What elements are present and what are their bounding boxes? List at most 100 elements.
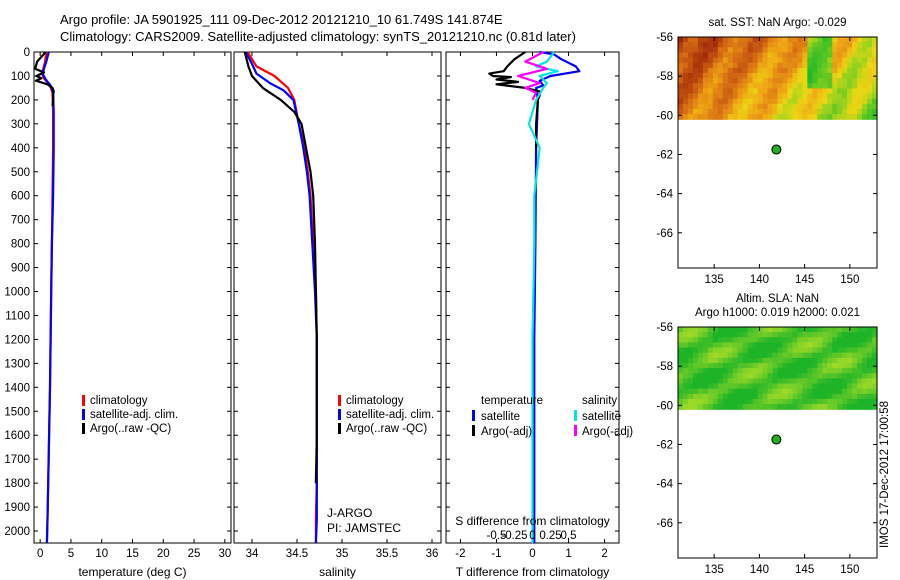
map-cell: [802, 52, 808, 59]
map-cell: [727, 393, 734, 400]
map-cell: [772, 114, 779, 120]
map-cell: [678, 373, 684, 379]
map-cell: [797, 383, 803, 390]
map-cell: [837, 398, 843, 405]
map-cell: [752, 67, 759, 74]
map-cell: [852, 373, 858, 379]
map-cell: [707, 83, 714, 89]
map-cell: [687, 83, 694, 89]
map-cell: [707, 352, 714, 359]
map-cell: [702, 93, 709, 100]
map-cell: [807, 57, 813, 64]
map-cell: [852, 78, 858, 84]
map-cell: [742, 93, 749, 100]
map-cell: [697, 88, 704, 95]
map-cell: [847, 108, 853, 115]
map-cell: [762, 83, 769, 89]
map-cell: [772, 47, 779, 54]
map-cell: [722, 357, 729, 364]
map-cell: [817, 98, 823, 105]
map-cell: [867, 373, 873, 379]
map-cell: [827, 103, 833, 110]
map-cell: [782, 78, 789, 84]
map-cell: [717, 72, 724, 79]
map-cell: [727, 404, 734, 410]
map-cell: [787, 57, 794, 64]
map-cell: [817, 103, 823, 110]
map-cell: [772, 373, 779, 379]
map-cell: [797, 52, 803, 59]
map-title: sat. SST: NaN Argo: -0.029: [708, 17, 846, 29]
map-cell: [702, 67, 709, 74]
map-cell: [822, 47, 828, 54]
map-cell: [867, 114, 873, 120]
map-cell: [702, 362, 709, 369]
map-cell: [822, 327, 828, 333]
map-cell: [692, 78, 699, 84]
series-line-4: [516, 51, 549, 101]
map-cell: [767, 108, 774, 115]
map-cell: [827, 78, 833, 84]
map-cell: [852, 388, 858, 395]
map-cell: [857, 383, 863, 390]
map-cell: [722, 88, 729, 95]
map-cell: [707, 62, 714, 69]
x-tick-label: 150: [840, 564, 859, 576]
map-cell: [737, 67, 744, 74]
map-cell: [837, 383, 843, 390]
map-cell: [692, 98, 699, 105]
map-cell: [787, 383, 794, 390]
map-cell: [867, 37, 873, 43]
map-cell: [812, 57, 818, 64]
map-cell: [747, 88, 754, 95]
map-cell: [682, 67, 689, 74]
map-cell: [762, 327, 769, 333]
map-cell: [692, 67, 699, 74]
map-cell: [867, 88, 873, 95]
legend-swatch: [82, 395, 85, 406]
legend-label: Argo(..raw -QC): [346, 423, 427, 435]
map-cell: [722, 368, 729, 374]
map-cell: [682, 393, 689, 400]
map-cell: [832, 393, 838, 400]
map-cell: [782, 114, 789, 120]
map-cell: [712, 72, 719, 79]
x-tick-label: 150: [840, 274, 859, 286]
map-cell: [742, 62, 749, 69]
map-cell: [842, 98, 848, 105]
map-cell: [782, 388, 789, 395]
map-cell: [802, 368, 808, 374]
map-cell: [807, 103, 813, 110]
map-cell: [872, 393, 878, 400]
map-cell: [872, 83, 878, 89]
map-cell: [792, 67, 798, 74]
x-tick-label: 145: [795, 274, 814, 286]
map-cell: [782, 67, 789, 74]
map-cell: [687, 383, 694, 390]
map-cell: [737, 332, 744, 338]
map-cell: [757, 67, 764, 74]
map-cell: [687, 398, 694, 405]
map-cell: [817, 72, 823, 79]
map-cell: [807, 47, 813, 54]
x-tick-label: 135: [705, 564, 724, 576]
map-cell: [802, 362, 808, 369]
map-cell: [737, 404, 744, 410]
map-cell: [742, 388, 749, 395]
y-tick-label: 1100: [5, 310, 30, 322]
map-cell: [697, 327, 704, 333]
map-cell: [767, 378, 774, 385]
map-cell: [822, 337, 828, 344]
map-cell: [787, 42, 794, 48]
map-cell: [732, 378, 739, 385]
map-cell: [837, 42, 843, 48]
map-cell: [757, 108, 764, 115]
map-cell: [697, 78, 704, 84]
map-cell: [787, 347, 794, 354]
map-cell: [772, 93, 779, 100]
map-cell: [762, 362, 769, 369]
map-cell: [807, 357, 813, 364]
map-cell: [822, 37, 828, 43]
map-cell: [737, 352, 744, 359]
